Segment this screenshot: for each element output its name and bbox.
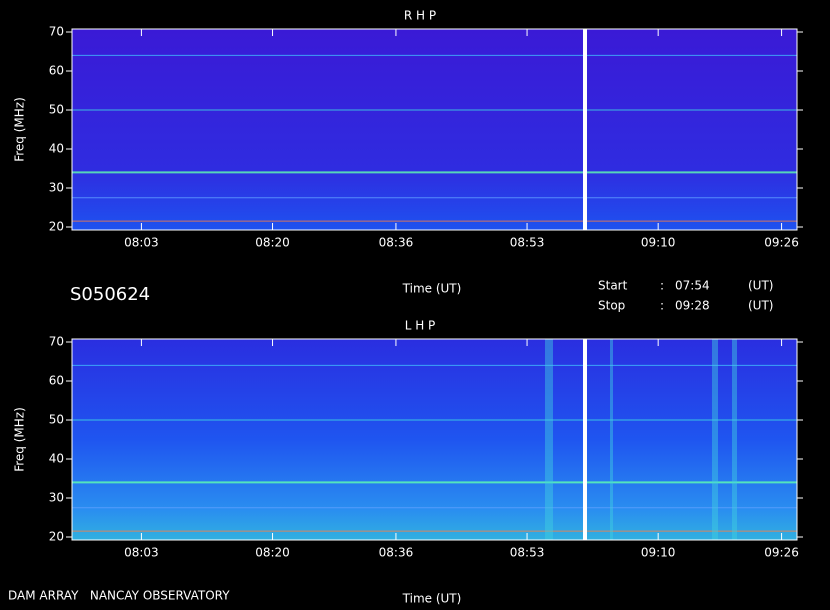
y-tick-label: 20 [49,530,64,544]
burst [610,339,613,540]
x-tick-label: 08:03 [124,546,159,560]
y-tick-label: 30 [49,181,64,195]
x-tick-label: 09:26 [764,546,799,560]
spectrum-background [72,339,797,540]
y-tick-label: 60 [49,64,64,78]
y-tick-label: 20 [49,220,64,234]
x-tick-label: 09:10 [641,546,676,560]
x-tick-label: 08:53 [510,236,545,250]
start-unit: (UT) [748,279,773,293]
x-tick-label: 08:20 [255,546,290,560]
x-axis-label: Time (UT) [402,282,462,296]
y-tick-label: 50 [49,413,64,427]
x-tick-label: 08:03 [124,236,159,250]
burst [732,339,737,540]
y-tick-label: 40 [49,452,64,466]
start-sep: : [660,279,664,293]
y-tick-label: 40 [49,142,64,156]
footer: DAM ARRAY NANCAY OBSERVATORY [8,589,230,603]
x-tick-label: 09:26 [764,236,799,250]
x-axis-label: Time (UT) [402,592,462,606]
y-axis-label: Freq (MHz) [13,407,27,472]
x-tick-label: 09:10 [641,236,676,250]
panel-title: L H P [405,319,436,333]
y-tick-label: 60 [49,374,64,388]
x-tick-label: 08:20 [255,236,290,250]
x-tick-label: 08:36 [379,236,414,250]
stop-unit: (UT) [748,299,773,313]
stop-time: 09:28 [675,299,710,313]
data-gap [583,339,587,540]
y-tick-label: 50 [49,103,64,117]
plot-frame [71,28,798,231]
x-tick-label: 08:53 [510,546,545,560]
spectrum-background [72,29,797,230]
stop-sep: : [660,299,664,313]
start-time: 07:54 [675,279,710,293]
burst [712,339,718,540]
start-label: Start [598,279,628,293]
burst [545,339,553,540]
plot-frame [71,338,798,541]
y-tick-label: 70 [49,25,64,39]
y-tick-label: 30 [49,491,64,505]
panel-title: R H P [404,9,436,23]
y-tick-label: 70 [49,335,64,349]
y-axis-label: Freq (MHz) [13,97,27,162]
stop-label: Stop [598,299,625,313]
data-gap [583,29,587,230]
x-tick-label: 08:36 [379,546,414,560]
observation-id: S050624 [70,284,150,305]
